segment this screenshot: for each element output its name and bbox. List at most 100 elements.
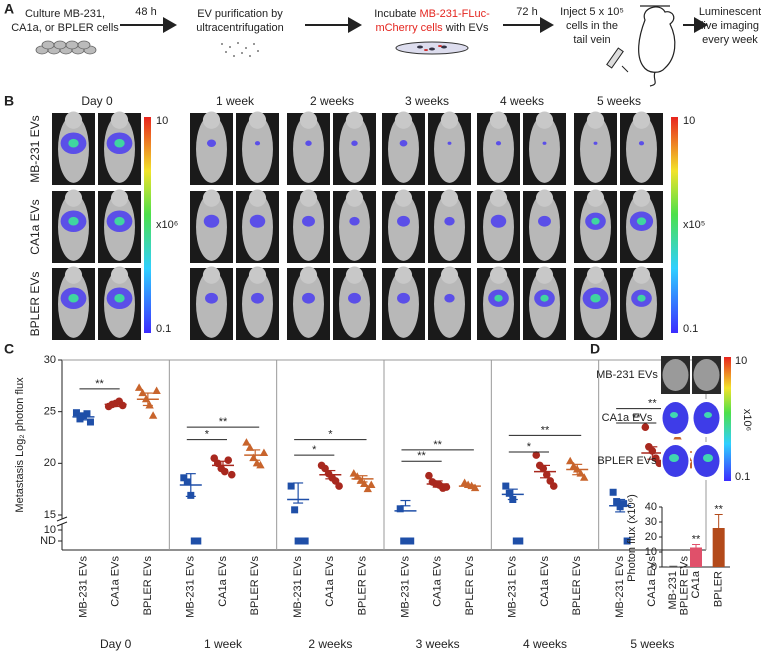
mouse-body	[434, 270, 465, 338]
signal-core	[540, 294, 549, 302]
x-tick-label: MB-231 EVs	[507, 556, 519, 618]
mouse-head	[202, 266, 221, 284]
dish-icon	[395, 41, 469, 55]
mouse-head	[248, 266, 267, 284]
mouse-image	[382, 266, 425, 340]
x-tick-label: CA1a EVs	[539, 556, 551, 607]
error-bar	[615, 498, 626, 513]
data-point	[72, 409, 80, 417]
organ	[662, 402, 689, 434]
step-text: ultracentrifugation	[196, 22, 283, 34]
signal	[397, 215, 410, 227]
mouse-image	[287, 189, 330, 263]
step-text: live imaging	[701, 20, 759, 32]
data-point	[407, 537, 415, 545]
signal	[542, 141, 547, 145]
mouse-body	[339, 193, 370, 261]
arrow-label: 72 h	[516, 6, 537, 18]
image-row-label: MB-231 EVs	[596, 369, 658, 381]
colorbar	[724, 357, 731, 481]
mouse-image	[98, 266, 141, 340]
panel-label: A	[4, 1, 14, 17]
significance-label: **	[541, 424, 550, 436]
mouse-image	[428, 111, 471, 185]
signal	[490, 214, 507, 228]
mouse-head	[248, 189, 267, 207]
error-bar	[572, 463, 583, 476]
step-text-part: Incubate	[374, 8, 419, 20]
mouse-image	[382, 111, 425, 185]
row-label: MB-231 EVs	[28, 115, 42, 182]
mouse-body	[626, 115, 657, 183]
mouse-image	[52, 266, 95, 340]
mouse-image	[98, 189, 141, 263]
data-point	[502, 482, 510, 490]
mouse-head	[440, 189, 459, 207]
mouse-head	[586, 189, 605, 207]
data-point	[363, 484, 372, 493]
signal-core	[68, 216, 79, 226]
signal	[349, 216, 360, 226]
mouse-image	[477, 111, 520, 185]
data-point	[180, 474, 188, 482]
significance-label: **	[632, 412, 641, 424]
data-point	[148, 411, 158, 419]
group-label: Day 0	[100, 637, 132, 651]
data-point	[620, 500, 628, 508]
mouse-head	[440, 266, 459, 284]
organ	[693, 402, 720, 434]
signal	[305, 140, 312, 146]
group-label: 4 weeks	[523, 637, 567, 651]
mouse-image	[477, 189, 520, 263]
signal-core	[591, 217, 600, 225]
highlight-text: MB-231-FLuc-	[419, 8, 490, 20]
x-tick-label: BPLER EVs	[249, 556, 261, 616]
mouse-image	[287, 266, 330, 340]
data-point	[353, 472, 362, 480]
x-tick-label: CA1a EVs	[110, 556, 122, 607]
mouse-head	[535, 189, 554, 207]
mouse-head	[64, 189, 83, 207]
error-bar	[185, 473, 196, 497]
significance-label: **	[95, 378, 104, 390]
signal-core	[114, 293, 125, 303]
arrow-label: 48 h	[135, 6, 156, 18]
mouse-image	[236, 266, 279, 340]
organ-image	[661, 442, 690, 480]
cells-icon	[35, 40, 97, 55]
signal	[203, 214, 220, 228]
data-point	[505, 489, 513, 497]
significance-label: *	[205, 428, 210, 440]
step-text: Culture MB-231,	[25, 8, 105, 20]
y-tick-label: 10	[44, 524, 56, 536]
y-tick-label: 20	[44, 457, 56, 469]
significance-label: *	[527, 441, 532, 453]
step-text-part: Inject 5 x 10⁵	[560, 6, 624, 18]
y-axis-label: Photon flux (x10⁶)	[626, 494, 638, 582]
error-bar	[692, 544, 700, 548]
data-point	[242, 438, 251, 446]
error-bar	[432, 480, 443, 488]
mouse-head	[632, 111, 651, 129]
mouse-image	[574, 189, 617, 263]
colorbar-max: 10	[735, 355, 747, 367]
mouse-image	[236, 111, 279, 185]
mouse-image	[620, 266, 663, 340]
mouse-head	[489, 189, 508, 207]
data-point	[532, 451, 541, 459]
signal-core	[114, 138, 125, 148]
signal	[205, 292, 218, 304]
mouse-image	[98, 111, 141, 185]
organ-image	[661, 356, 690, 394]
mouse-body	[293, 115, 324, 183]
data-point	[335, 482, 343, 490]
signal	[251, 292, 264, 304]
y-tick-label: 30	[645, 516, 657, 528]
data-point	[367, 480, 376, 489]
mouse-image	[477, 266, 520, 340]
signal	[206, 139, 217, 148]
error-bar	[142, 392, 153, 407]
colorbar-min: 0.1	[683, 323, 698, 335]
step-text: mCherry cells with EVs	[375, 22, 489, 34]
signal	[302, 292, 315, 304]
